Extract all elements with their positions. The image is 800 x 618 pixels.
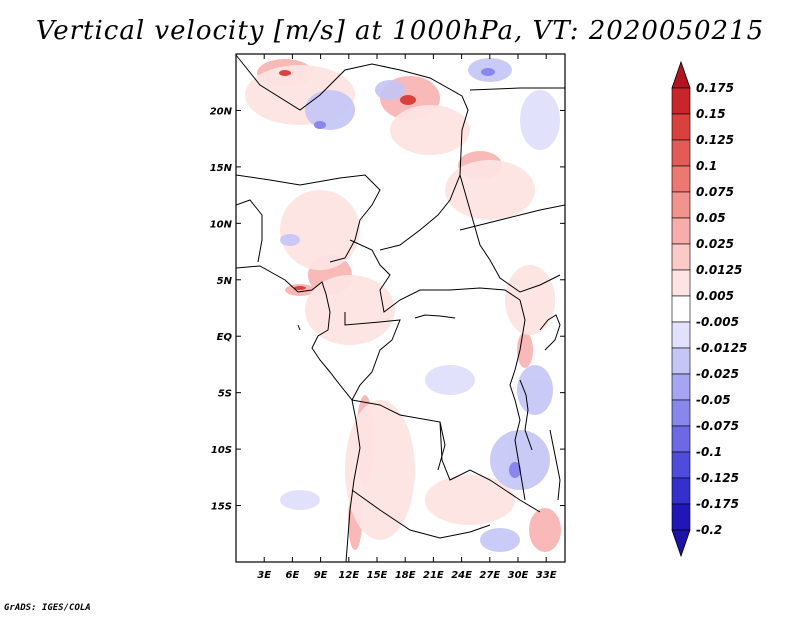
colorbar-level-label: 0.05 bbox=[696, 211, 726, 225]
colorbar-swatch bbox=[671, 243, 691, 271]
colorbar-swatch bbox=[671, 165, 691, 193]
colorbar-swatch bbox=[671, 113, 691, 141]
lon-label: 24E bbox=[451, 570, 472, 581]
colorbar-swatch bbox=[671, 269, 691, 297]
colorbar-level-label: -0.2 bbox=[696, 523, 722, 537]
colorbar-swatch bbox=[671, 373, 691, 401]
lon-label: 6E bbox=[286, 570, 300, 581]
colorbar-swatch bbox=[671, 321, 691, 349]
grads-credit: GrADS: IGES/COLA bbox=[4, 603, 91, 613]
lat-label: 5S bbox=[218, 389, 232, 400]
lat-label: EQ bbox=[217, 332, 233, 343]
colorbar-level-label: 0.125 bbox=[696, 133, 734, 147]
colorbar-level-label: 0.005 bbox=[696, 289, 734, 303]
country-borders bbox=[236, 54, 565, 562]
lon-label: 21E bbox=[423, 570, 444, 581]
colorbar-swatch bbox=[671, 295, 691, 323]
colorbar-swatch bbox=[671, 87, 691, 115]
vertical-velocity-field bbox=[236, 54, 565, 562]
colorbar-swatch bbox=[671, 503, 691, 531]
colorbar-level-label: -0.0125 bbox=[696, 341, 747, 355]
colorbar-swatch bbox=[671, 347, 691, 375]
lat-label: 15S bbox=[211, 502, 232, 513]
colorbar-level-label: -0.1 bbox=[696, 445, 722, 459]
lon-label: 30E bbox=[508, 570, 529, 581]
colorbar-bottom-arrow bbox=[671, 529, 691, 558]
lat-label: 5N bbox=[217, 276, 233, 287]
colorbar-swatch bbox=[671, 399, 691, 427]
chart-title: Vertical velocity [m/s] at 1000hPa, VT: … bbox=[35, 16, 765, 46]
longitude-labels: 3E 6E 9E 12E 15E 18E 21E 24E 27E 30E 33E bbox=[257, 570, 556, 581]
lon-label: 12E bbox=[338, 570, 359, 581]
colorbar bbox=[671, 60, 691, 558]
colorbar-level-label: -0.125 bbox=[696, 471, 739, 485]
colorbar-level-label: 0.075 bbox=[696, 185, 734, 199]
colorbar-level-label: -0.005 bbox=[696, 315, 739, 329]
lat-label: 20N bbox=[210, 106, 233, 117]
colorbar-swatch bbox=[671, 451, 691, 479]
colorbar-level-label: 0.0125 bbox=[696, 263, 742, 277]
colorbar-swatch bbox=[671, 139, 691, 167]
map-frame bbox=[235, 53, 566, 563]
colorbar-level-label: -0.175 bbox=[696, 497, 739, 511]
lon-label: 3E bbox=[257, 570, 271, 581]
lat-label: 15N bbox=[210, 163, 233, 174]
lat-label: 10N bbox=[210, 219, 233, 230]
lon-label: 33E bbox=[536, 570, 557, 581]
colorbar-level-label: -0.025 bbox=[696, 367, 739, 381]
colorbar-swatch bbox=[671, 191, 691, 219]
colorbar-level-label: 0.025 bbox=[696, 237, 734, 251]
latitude-labels: 20N 15N 10N 5N EQ 5S 10S 15S bbox=[210, 106, 233, 512]
colorbar-swatch bbox=[671, 217, 691, 245]
lon-label: 18E bbox=[395, 570, 416, 581]
colorbar-level-label: 0.175 bbox=[696, 81, 734, 95]
colorbar-level-label: -0.075 bbox=[696, 419, 739, 433]
colorbar-level-label: -0.05 bbox=[696, 393, 731, 407]
lon-label: 9E bbox=[314, 570, 328, 581]
colorbar-top-arrow bbox=[671, 60, 691, 89]
colorbar-swatch bbox=[671, 477, 691, 505]
colorbar-level-label: 0.15 bbox=[696, 107, 726, 121]
lat-label: 10S bbox=[211, 445, 232, 456]
lon-label: 27E bbox=[479, 570, 500, 581]
lon-label: 15E bbox=[367, 570, 388, 581]
colorbar-swatch bbox=[671, 425, 691, 453]
colorbar-level-label: 0.1 bbox=[696, 159, 717, 173]
colorbar-labels: 0.175 0.15 0.125 0.1 0.075 0.05 0.025 0.0125 0.0… bbox=[696, 81, 747, 537]
